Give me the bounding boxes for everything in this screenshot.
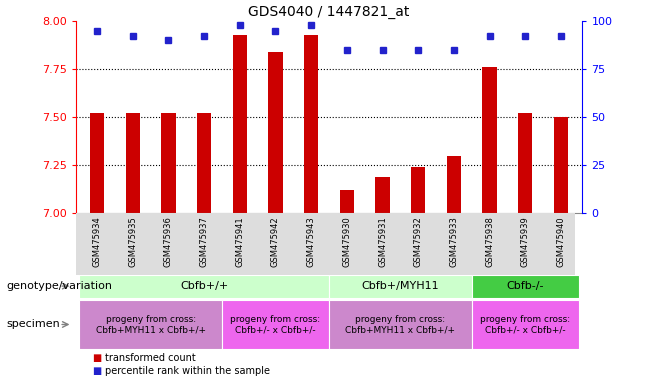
Bar [268,52,283,213]
Bar [79,300,222,349]
Text: GSM475931: GSM475931 [378,216,387,267]
Bar [554,117,568,213]
Text: GSM475938: GSM475938 [485,216,494,267]
Text: ■: ■ [92,366,101,376]
Bar [79,275,329,298]
Title: GDS4040 / 1447821_at: GDS4040 / 1447821_at [248,5,410,19]
Bar [197,113,211,213]
Text: genotype/variation: genotype/variation [7,281,113,291]
Text: progeny from cross:
Cbfb+MYH11 x Cbfb+/+: progeny from cross: Cbfb+MYH11 x Cbfb+/+ [95,315,205,334]
Text: GSM475936: GSM475936 [164,216,173,267]
Text: GSM475930: GSM475930 [342,216,351,267]
Bar [233,35,247,213]
Text: GSM475941: GSM475941 [236,216,244,267]
Bar [161,113,176,213]
Text: GSM475935: GSM475935 [128,216,138,267]
Bar [222,300,329,349]
Text: Cbfb-/-: Cbfb-/- [507,281,544,291]
Text: Cbfb+/MYH11: Cbfb+/MYH11 [361,281,439,291]
Bar [472,275,579,298]
Text: GSM475933: GSM475933 [449,216,459,267]
Bar [482,67,497,213]
Bar [304,35,318,213]
Text: GSM475939: GSM475939 [520,216,530,267]
Text: specimen: specimen [7,319,61,329]
Bar [90,113,104,213]
Text: GSM475943: GSM475943 [307,216,316,267]
Text: progeny from cross:
Cbfb+/- x Cbfb+/-: progeny from cross: Cbfb+/- x Cbfb+/- [230,315,320,334]
Text: GSM475934: GSM475934 [93,216,101,267]
Text: transformed count: transformed count [105,353,196,363]
Text: progeny from cross:
Cbfb+/- x Cbfb+/-: progeny from cross: Cbfb+/- x Cbfb+/- [480,315,570,334]
Text: GSM475937: GSM475937 [199,216,209,267]
Bar [329,275,472,298]
Bar [411,167,425,213]
Text: progeny from cross:
Cbfb+MYH11 x Cbfb+/+: progeny from cross: Cbfb+MYH11 x Cbfb+/+ [345,315,455,334]
Text: GSM475940: GSM475940 [557,216,565,267]
Text: Cbfb+/+: Cbfb+/+ [180,281,228,291]
Bar [472,300,579,349]
Bar [375,177,390,213]
Bar [447,156,461,213]
Bar [329,300,472,349]
Text: GSM475942: GSM475942 [271,216,280,267]
Text: GSM475932: GSM475932 [414,216,422,267]
Bar [340,190,354,213]
Bar [126,113,140,213]
Text: ■: ■ [92,353,101,363]
Text: percentile rank within the sample: percentile rank within the sample [105,366,270,376]
Bar [518,113,532,213]
